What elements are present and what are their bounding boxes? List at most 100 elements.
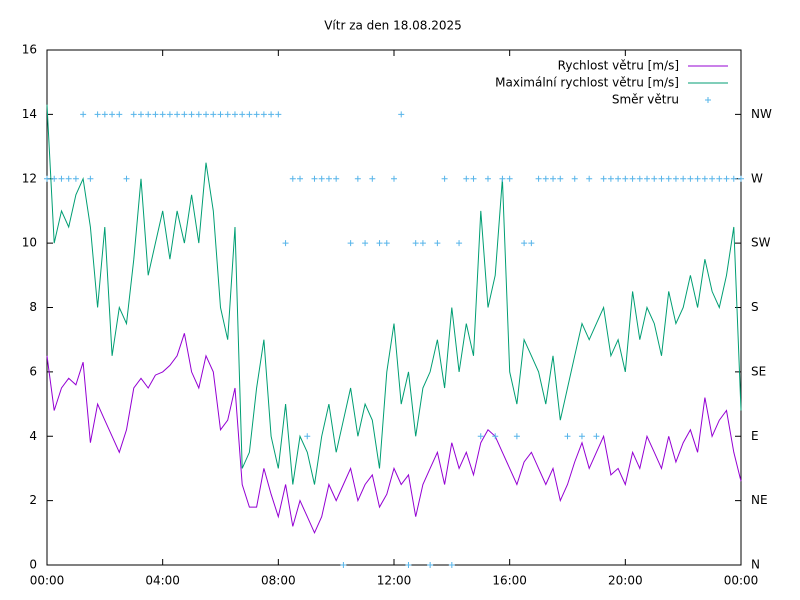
y-tick-label: 0 (29, 558, 37, 572)
direction-point (369, 175, 376, 182)
y2-tick-label: NW (751, 107, 772, 121)
y2-tick-label: SE (751, 364, 766, 378)
x-tick-label: 08:00 (261, 574, 296, 588)
direction-point (484, 175, 491, 182)
direction-point (521, 240, 528, 247)
legend-label: Maximální rychlost větru [m/s] (495, 76, 679, 90)
direction-point (130, 111, 137, 118)
direction-point (398, 111, 405, 118)
direction-point (58, 175, 65, 182)
direction-point (499, 175, 506, 182)
x-tick-label: 04:00 (145, 574, 180, 588)
x-tick-label: 00:00 (30, 574, 65, 588)
y-tick-label: 6 (29, 364, 37, 378)
y-tick-label: 2 (29, 493, 37, 507)
direction-point (550, 175, 557, 182)
direction-point (535, 175, 542, 182)
y-tick-label: 16 (22, 43, 37, 57)
direction-point (101, 111, 108, 118)
direction-point (463, 175, 470, 182)
direction-point (441, 175, 448, 182)
direction-point (94, 111, 101, 118)
y2-tick-label: SW (751, 236, 771, 250)
direction-point (412, 240, 419, 247)
direction-point (224, 111, 231, 118)
y-tick-label: 12 (22, 171, 37, 185)
direction-point (738, 175, 744, 182)
direction-point (362, 240, 369, 247)
direction-point (333, 175, 340, 182)
direction-point (174, 111, 181, 118)
direction-point (80, 111, 87, 118)
direction-point (268, 111, 275, 118)
direction-point (304, 433, 311, 440)
direction-point (513, 433, 520, 440)
direction-point (723, 175, 730, 182)
series-line (46, 333, 742, 535)
direction-point (593, 433, 600, 440)
direction-point (137, 111, 144, 118)
direction-point (419, 240, 426, 247)
chart-title: Vítr za den 18.08.2025 (324, 19, 462, 33)
direction-point (203, 111, 210, 118)
direction-point (607, 175, 614, 182)
direction-point (340, 562, 347, 568)
x-tick-label: 16:00 (492, 574, 527, 588)
direction-point (405, 562, 412, 568)
direction-point (672, 175, 679, 182)
direction-point (448, 562, 455, 568)
y2-tick-label: E (751, 429, 759, 443)
direction-point (571, 175, 578, 182)
direction-point (210, 111, 217, 118)
direction-point (701, 175, 708, 182)
direction-point (239, 111, 246, 118)
direction-point (311, 175, 318, 182)
direction-point (730, 175, 737, 182)
direction-point (470, 175, 477, 182)
direction-point (651, 175, 658, 182)
direction-point (376, 240, 383, 247)
direction-point (166, 111, 173, 118)
direction-point (528, 240, 535, 247)
direction-point (51, 175, 58, 182)
direction-point (716, 175, 723, 182)
direction-point (289, 175, 296, 182)
direction-point (658, 175, 665, 182)
direction-point (629, 175, 636, 182)
direction-point (477, 433, 484, 440)
direction-point (159, 111, 166, 118)
direction-point (145, 111, 152, 118)
direction-point (506, 175, 513, 182)
direction-point (72, 175, 79, 182)
direction-point (557, 175, 564, 182)
x-tick-label: 20:00 (608, 574, 643, 588)
direction-point (578, 433, 585, 440)
y-tick-label: 4 (29, 429, 37, 443)
y2-tick-label: NE (751, 493, 768, 507)
direction-point (217, 111, 224, 118)
direction-point (195, 111, 202, 118)
direction-point (687, 175, 694, 182)
direction-point (427, 562, 434, 568)
direction-point (253, 111, 260, 118)
direction-point (318, 175, 325, 182)
direction-point (456, 240, 463, 247)
legend-label: Směr větru (612, 93, 679, 107)
direction-point (644, 175, 651, 182)
direction-point (152, 111, 159, 118)
direction-point (260, 111, 267, 118)
direction-point (492, 433, 499, 440)
legend-swatch (705, 97, 711, 103)
direction-point (282, 240, 289, 247)
direction-point (188, 111, 195, 118)
direction-point (123, 175, 130, 182)
direction-point (709, 175, 716, 182)
direction-point (231, 111, 238, 118)
y2-tick-label: N (751, 558, 760, 572)
direction-point (65, 175, 72, 182)
y2-tick-label: S (751, 300, 759, 314)
direction-point (246, 111, 253, 118)
direction-point (44, 175, 50, 182)
